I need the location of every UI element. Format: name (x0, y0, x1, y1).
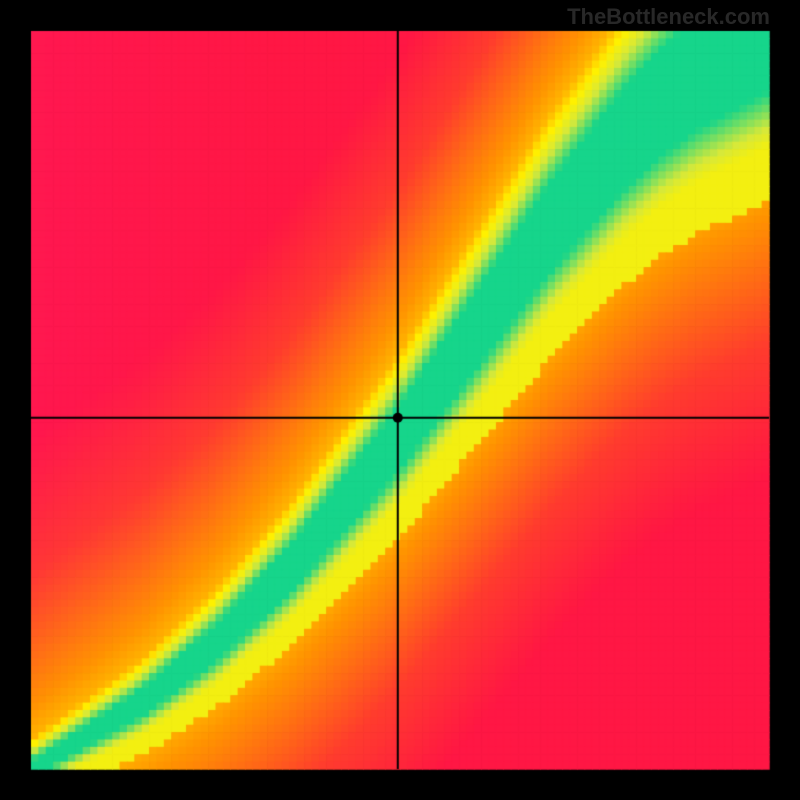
watermark-text: TheBottleneck.com (567, 4, 770, 30)
chart-container: TheBottleneck.com (0, 0, 800, 800)
heatmap-canvas (0, 0, 800, 800)
